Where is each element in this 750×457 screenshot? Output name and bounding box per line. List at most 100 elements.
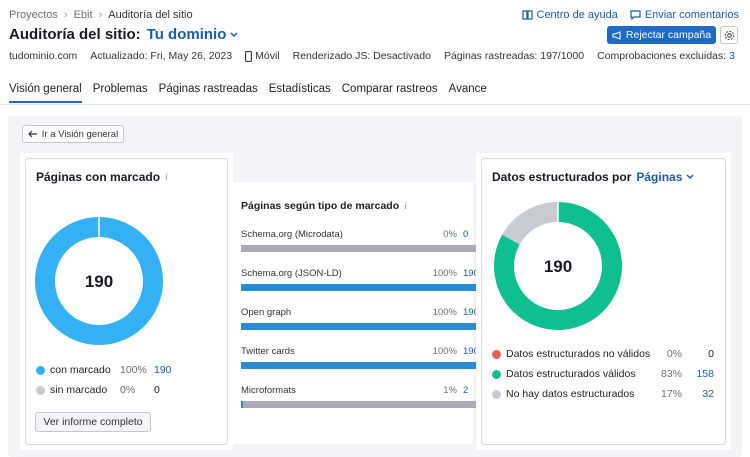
tab-bar: Visión general Problemas Páginas rastrea… [9, 83, 487, 103]
info-icon[interactable]: i [165, 171, 168, 183]
markup-type-label: Schema.org (JSON-LD) [241, 268, 342, 279]
structured-data-title-text: Datos estructurados por [492, 170, 632, 184]
markup-types-title: Páginas según tipo de marcado i [241, 200, 407, 212]
markup-type-count[interactable]: 190 [463, 268, 479, 279]
chevron-down-icon [230, 31, 238, 37]
view-full-report-button[interactable]: Ver informe completo [35, 412, 151, 432]
chevron-down-icon [686, 174, 694, 180]
reject-campaign-button[interactable]: Rejectar campaña [607, 26, 716, 44]
tab-overview[interactable]: Visión general [9, 83, 82, 103]
legend-label: Datos estructurados no válidos [506, 348, 651, 360]
structured-data-dimension-selector[interactable]: Páginas [636, 170, 694, 184]
help-center-link[interactable]: Centro de ayuda [521, 9, 618, 21]
legend-item[interactable]: Datos estructurados válidos 83% 158 [492, 368, 714, 380]
markup-type-row: Open graph 100% 190 [241, 307, 481, 337]
book-icon [521, 10, 533, 20]
legend-percent: 0% [120, 384, 136, 396]
donut-segment[interactable] [502, 202, 559, 245]
meta-excluded-checks: Comprobaciones excluidas: 3 [597, 50, 735, 62]
markup-type-bar [241, 245, 481, 252]
legend-item[interactable]: con marcado 100% 190 [36, 364, 236, 376]
markup-type-bar-fill [241, 284, 481, 291]
back-to-overview-label: Ir a Visión general [41, 128, 119, 140]
meta-js-rendering: Renderizado JS: Desactivado [292, 50, 431, 62]
markup-types-card: Páginas según tipo de marcado i Schema.o… [233, 182, 481, 444]
info-icon[interactable]: i [404, 200, 407, 212]
tab-crawled-pages[interactable]: Páginas rastreadas [158, 83, 258, 95]
markup-type-label: Twitter cards [241, 346, 295, 357]
donut-total: 190 [85, 272, 113, 291]
meta-updated: Actualizado: Fri, May 26, 2023 [90, 50, 233, 62]
structured-data-title: Datos estructurados por Páginas [492, 170, 694, 184]
mobile-icon [245, 50, 253, 62]
markup-type-row: Schema.org (Microdata) 0% 0 [241, 229, 481, 259]
settings-button[interactable] [720, 26, 738, 44]
back-to-overview-button[interactable]: Ir a Visión general [22, 125, 124, 143]
legend-label: Datos estructurados válidos [506, 368, 636, 380]
markup-type-row: Schema.org (JSON-LD) 100% 190 [241, 268, 481, 298]
legend-label: con marcado [50, 364, 111, 376]
page-header: Proyectos › Ebit › Auditoría del sitio C… [0, 0, 750, 116]
markup-type-count[interactable]: 190 [463, 346, 479, 357]
legend-color-dot [36, 365, 45, 375]
domain-selector[interactable]: Tu dominio [147, 26, 239, 43]
tab-statistics[interactable]: Estadísticas [268, 83, 331, 95]
donut-total: 190 [544, 257, 572, 276]
markup-type-count[interactable]: 190 [463, 307, 479, 318]
breadcrumb-project[interactable]: Ebit [73, 9, 93, 21]
legend-count: 0 [154, 384, 160, 396]
legend-count[interactable]: 190 [154, 364, 172, 376]
legend-color-dot [492, 349, 501, 359]
meta-device: Móvil [245, 50, 280, 62]
meta-device-label: Móvil [255, 50, 280, 62]
legend-count[interactable]: 32 [702, 388, 714, 400]
meta-excluded-label: Comprobaciones excluidas: [597, 50, 727, 62]
structured-data-donut-chart: 190 [494, 202, 622, 330]
legend-count: 0 [708, 348, 714, 360]
domain-selector-label: Tu dominio [146, 26, 227, 43]
pages-with-markup-title-text: Páginas con marcado [36, 170, 161, 184]
tab-progress[interactable]: Avance [448, 83, 487, 95]
tab-issues[interactable]: Problemas [92, 83, 148, 95]
legend-count[interactable]: 158 [696, 368, 714, 380]
markup-type-percent: 100% [432, 307, 457, 318]
breadcrumb-projects[interactable]: Proyectos [9, 9, 58, 21]
legend-label: No hay datos estructurados [506, 388, 635, 400]
legend-color-dot [492, 369, 501, 379]
markup-type-bar [241, 362, 481, 369]
structured-data-card: Datos estructurados por Páginas 190 Dato… [481, 158, 726, 445]
breadcrumb: Proyectos › Ebit › Auditoría del sitio [9, 9, 193, 21]
markup-type-percent: 1% [443, 385, 457, 396]
markup-type-label: Schema.org (Microdata) [241, 229, 343, 240]
markup-donut-chart: 190 [35, 217, 163, 345]
legend-item[interactable]: Datos estructurados no válidos 0% 0 [492, 348, 714, 360]
markup-type-count[interactable]: 0 [463, 229, 469, 240]
tab-compare-crawls[interactable]: Comparar rastreos [341, 83, 438, 95]
markup-type-label: Open graph [241, 307, 292, 318]
donut-segment[interactable] [494, 202, 622, 330]
pages-with-markup-title: Páginas con marcado i [36, 170, 168, 184]
legend-item[interactable]: No hay datos estructurados 17% 32 [492, 388, 714, 400]
markup-type-bar [241, 323, 481, 330]
meta-domain: tudominio.com [9, 50, 78, 62]
page-title: Auditoría del sitio: [9, 26, 141, 43]
breadcrumb-separator: › [63, 9, 68, 21]
gear-icon [724, 30, 734, 40]
title-row: Auditoría del sitio: Tu dominio [9, 26, 238, 43]
legend-percent: 17% [660, 388, 682, 400]
legend-item[interactable]: sin marcado 0% 0 [36, 384, 236, 396]
meta-excluded-value[interactable]: 3 [728, 50, 735, 62]
legend-percent: 0% [666, 348, 682, 360]
breadcrumb-separator: › [98, 9, 103, 21]
markup-types-title-text: Páginas según tipo de marcado [241, 200, 400, 212]
top-actions: Centro de ayuda Enviar comentarios [521, 9, 739, 21]
markup-type-bar [241, 401, 481, 408]
markup-type-count[interactable]: 2 [463, 385, 469, 396]
pages-with-markup-card: Páginas con marcado i 190 con marcado 100… [25, 158, 228, 445]
markup-type-bar-fill [241, 401, 243, 408]
help-center-label: Centro de ayuda [536, 9, 618, 21]
send-feedback-link[interactable]: Enviar comentarios [630, 9, 739, 21]
markup-type-bar-fill [241, 323, 481, 330]
legend-color-dot [36, 385, 45, 395]
comment-icon [630, 10, 641, 20]
